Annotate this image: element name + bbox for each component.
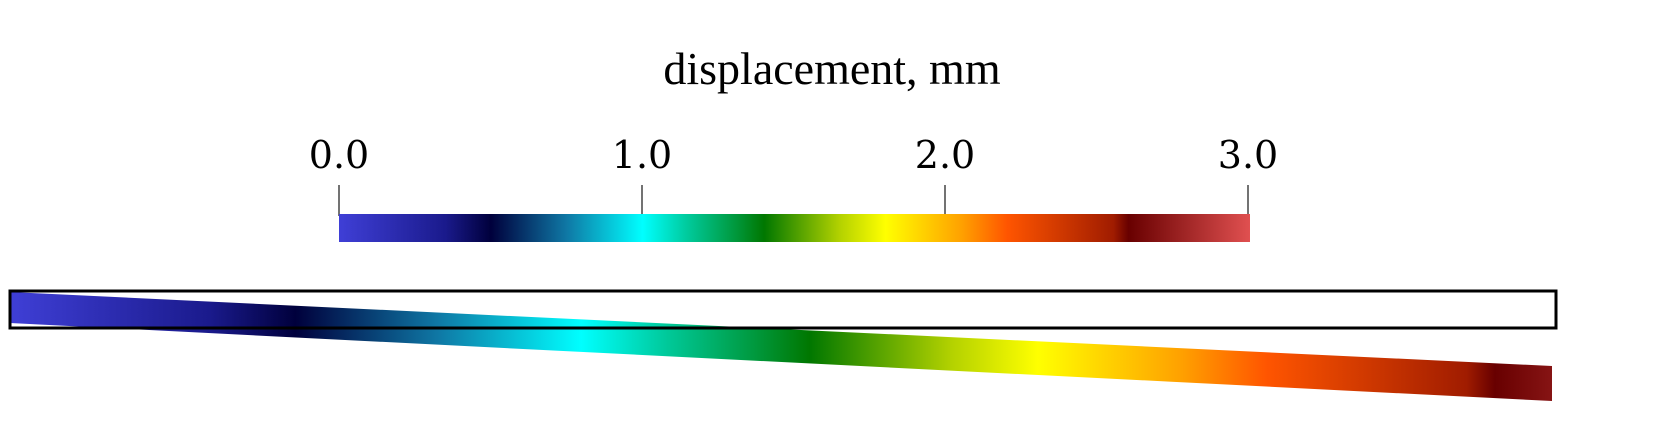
legend-tick-label: 3.0 bbox=[1218, 133, 1278, 177]
legend-title: displacement, mm bbox=[663, 43, 1000, 94]
legend-tick-label: 1.0 bbox=[612, 133, 672, 177]
legend-tick-label: 0.0 bbox=[309, 133, 369, 177]
undeformed-beam-outline bbox=[8, 289, 1558, 330]
legend-tick-label: 2.0 bbox=[915, 133, 975, 177]
legend-color-bar bbox=[339, 214, 1250, 242]
deformed-beam bbox=[10, 292, 1552, 401]
